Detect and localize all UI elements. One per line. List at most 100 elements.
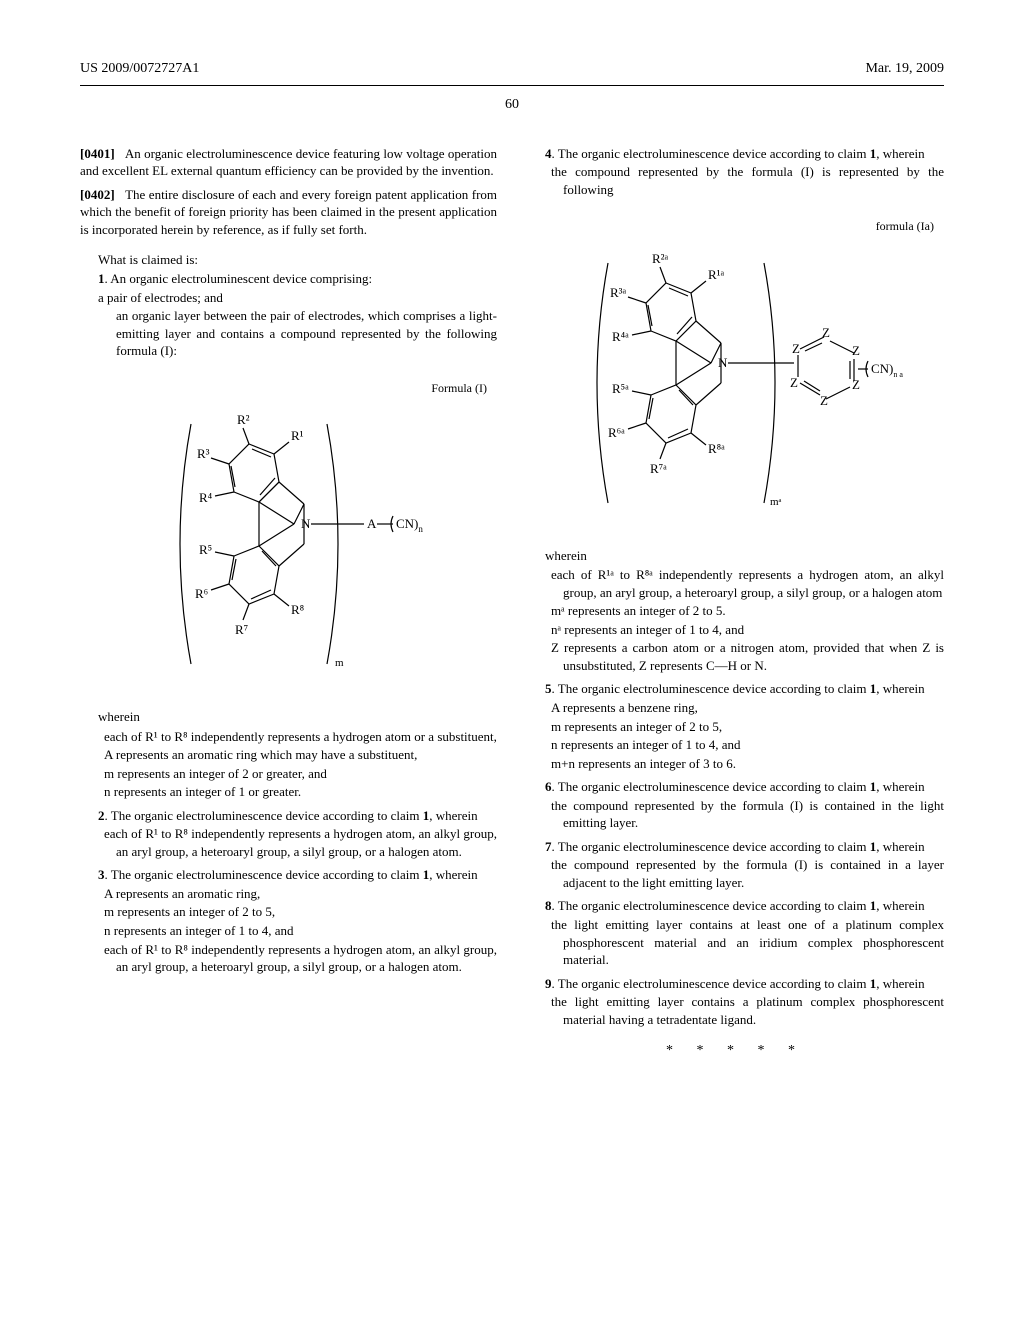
right-column: 4. The organic electroluminescence devic… <box>527 145 944 1061</box>
svg-text:R⁷: R⁷ <box>235 622 248 637</box>
two-column-layout: [0401] An organic electroluminescence de… <box>80 145 944 1061</box>
formula-Ia-figure: R¹ᵃ R²ᵃ R³ᵃ R⁴ᵃ R⁵ᵃ R⁶ᵃ R⁷ᵃ R⁸ᵃ N Z Z Z … <box>527 243 944 523</box>
header-right: Mar. 19, 2009 <box>865 60 944 79</box>
claim-7-lead: 7. The organic electroluminescence devic… <box>527 838 944 856</box>
svg-text:R⁸ᵃ: R⁸ᵃ <box>708 441 725 456</box>
svg-text:CN)n: CN)n <box>396 516 423 534</box>
svg-text:R²: R² <box>237 412 250 427</box>
claim-8-lead-text: . The organic electroluminescence device… <box>552 898 870 913</box>
svg-text:R⁷ᵃ: R⁷ᵃ <box>650 461 667 476</box>
svg-text:R³: R³ <box>197 446 210 461</box>
end-marks: * * * * * <box>527 1042 944 1061</box>
svg-text:Z: Z <box>822 325 830 340</box>
header-left: US 2009/0072727A1 <box>80 60 199 79</box>
svg-text:mᵃ: mᵃ <box>770 496 782 508</box>
para-text-0401: An organic electroluminescence device fe… <box>80 146 497 179</box>
claim-6-tail: , wherein <box>876 779 924 794</box>
claim-1-w3: m represents an integer of 2 or greater,… <box>80 765 497 783</box>
svg-text:CN)n a: CN)n a <box>871 361 903 379</box>
claim-5-w3: n represents an integer of 1 to 4, and <box>527 736 944 754</box>
svg-text:R⁵: R⁵ <box>199 542 212 557</box>
page-number: 60 <box>80 96 944 115</box>
formula-I-label: Formula (I) <box>80 380 487 396</box>
claim-1-line-a: a pair of electrodes; and <box>80 289 497 307</box>
claim-3-w4: each of R¹ to R⁸ independently represent… <box>80 941 497 976</box>
para-num-0401: [0401] <box>80 146 115 161</box>
svg-text:R⁶: R⁶ <box>195 586 208 601</box>
claim-2-w1: each of R¹ to R⁸ independently represent… <box>80 825 497 860</box>
claim-9-lead: 9. The organic electroluminescence devic… <box>527 975 944 993</box>
svg-text:R³ᵃ: R³ᵃ <box>610 285 627 300</box>
claim-4-lead: 4. The organic electroluminescence devic… <box>527 145 944 163</box>
claim-4-ww3: nᵃ represents an integer of 1 to 4, and <box>527 621 944 639</box>
svg-text:N: N <box>301 516 311 531</box>
claim-4-lead-text: . The organic electroluminescence device… <box>552 146 870 161</box>
claim-4-ww1: each of R¹ᵃ to R⁸ᵃ independently represe… <box>527 566 944 601</box>
claim-1-w4: n represents an integer of 1 or greater. <box>80 783 497 801</box>
svg-text:R¹: R¹ <box>291 428 304 443</box>
svg-text:R²ᵃ: R²ᵃ <box>652 251 669 266</box>
claim-9-lead-text: . The organic electroluminescence device… <box>552 976 870 991</box>
svg-text:Z: Z <box>790 375 798 390</box>
claim-3-w1: A represents an aromatic ring, <box>80 885 497 903</box>
claim-3-tail: , wherein <box>429 867 477 882</box>
svg-text:R⁸: R⁸ <box>291 602 305 617</box>
svg-text:Z: Z <box>792 341 800 356</box>
formula-I-figure: R¹ R² R³ R⁴ R⁵ R⁶ R⁷ R⁸ N A CN)n m <box>80 404 497 684</box>
svg-text:Z: Z <box>820 393 828 408</box>
header-rule <box>80 85 944 86</box>
claim-1-w1: each of R¹ to R⁸ independently represent… <box>80 728 497 746</box>
claim-3-w3: n represents an integer of 1 to 4, and <box>80 922 497 940</box>
claim-2-lead: 2. The organic electroluminescence devic… <box>80 807 497 825</box>
claims-intro: What is claimed is: <box>80 251 497 269</box>
svg-text:Z: Z <box>852 343 860 358</box>
claim-1-wherein: wherein <box>80 708 497 726</box>
claim-8-tail: , wherein <box>876 898 924 913</box>
claim-6-w1: the compound represented by the formula … <box>527 797 944 832</box>
claim-7-lead-text: . The organic electroluminescence device… <box>552 839 870 854</box>
claim-2-lead-text: . The organic electroluminescence device… <box>105 808 423 823</box>
paragraph-0401: [0401] An organic electroluminescence de… <box>80 145 497 180</box>
para-num-0402: [0402] <box>80 187 115 202</box>
claim-5-w2: m represents an integer of 2 to 5, <box>527 718 944 736</box>
claim-1-line-b: an organic layer between the pair of ele… <box>80 307 497 360</box>
svg-text:R¹ᵃ: R¹ᵃ <box>708 267 725 282</box>
claim-3-lead-text: . The organic electroluminescence device… <box>105 867 423 882</box>
svg-text:Z: Z <box>852 377 860 392</box>
claim-1-w2: A represents an aromatic ring which may … <box>80 746 497 764</box>
svg-text:R⁴: R⁴ <box>199 490 213 505</box>
claim-8-lead: 8. The organic electroluminescence devic… <box>527 897 944 915</box>
formula-Ia-svg: R¹ᵃ R²ᵃ R³ᵃ R⁴ᵃ R⁵ᵃ R⁶ᵃ R⁷ᵃ R⁸ᵃ N Z Z Z … <box>566 243 906 523</box>
claim-4-wherein: wherein <box>527 547 944 565</box>
claim-5-tail: , wherein <box>876 681 924 696</box>
claim-9-w1: the light emitting layer contains a plat… <box>527 993 944 1028</box>
paragraph-0402: [0402] The entire disclosure of each and… <box>80 186 497 239</box>
para-text-0402: The entire disclosure of each and every … <box>80 187 497 237</box>
claim-6-lead: 6. The organic electroluminescence devic… <box>527 778 944 796</box>
claim-6-lead-text: . The organic electroluminescence device… <box>552 779 870 794</box>
claim-1-lead-text: . An organic electroluminescent device c… <box>105 271 373 286</box>
claim-3-lead: 3. The organic electroluminescence devic… <box>80 866 497 884</box>
svg-text:A: A <box>367 516 377 531</box>
svg-text:N: N <box>718 355 728 370</box>
svg-text:R⁵ᵃ: R⁵ᵃ <box>612 381 629 396</box>
formula-I-svg: R¹ R² R³ R⁴ R⁵ R⁶ R⁷ R⁸ N A CN)n m <box>149 404 429 684</box>
left-column: [0401] An organic electroluminescence de… <box>80 145 497 1061</box>
claim-7-w1: the compound represented by the formula … <box>527 856 944 891</box>
page-header: US 2009/0072727A1 Mar. 19, 2009 <box>80 60 944 79</box>
svg-text:R⁴ᵃ: R⁴ᵃ <box>612 329 629 344</box>
claim-5-lead: 5. The organic electroluminescence devic… <box>527 680 944 698</box>
claim-1-lead: 1. An organic electroluminescent device … <box>80 270 497 288</box>
formula-Ia-label: formula (Ia) <box>527 218 934 234</box>
claim-8-w1: the light emitting layer contains at lea… <box>527 916 944 969</box>
claim-7-tail: , wherein <box>876 839 924 854</box>
claim-3-w2: m represents an integer of 2 to 5, <box>80 903 497 921</box>
claim-5-lead-text: . The organic electroluminescence device… <box>552 681 870 696</box>
claim-5-w4: m+n represents an integer of 3 to 6. <box>527 755 944 773</box>
claim-4-w1: the compound represented by the formula … <box>527 163 944 198</box>
svg-text:R⁶ᵃ: R⁶ᵃ <box>608 425 625 440</box>
claim-4-ww4: Z represents a carbon atom or a nitrogen… <box>527 639 944 674</box>
claim-4-tail: , wherein <box>876 146 924 161</box>
claim-9-tail: , wherein <box>876 976 924 991</box>
claim-4-ww2: mᵃ represents an integer of 2 to 5. <box>527 602 944 620</box>
